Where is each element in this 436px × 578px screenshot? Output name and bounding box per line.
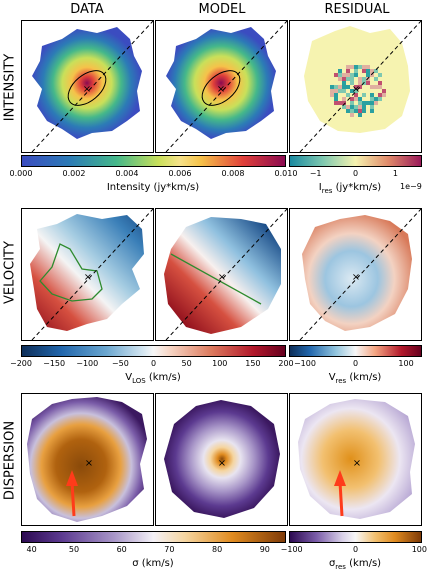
colorbar-dispersion-residual bbox=[289, 531, 422, 543]
colorbar-tick: −1 bbox=[309, 169, 322, 178]
svg-text:×: × bbox=[83, 84, 91, 95]
colorbar-tick: 80 bbox=[212, 545, 223, 554]
svg-text:×: × bbox=[218, 458, 226, 469]
colorbar-dispersion-label: σ (km/s) bbox=[132, 558, 174, 569]
panel-dispersion-model: × bbox=[155, 393, 288, 526]
colorbar-tick: 150 bbox=[245, 359, 261, 368]
colorbar-velocity-residual-label: Vres (km/s) bbox=[328, 372, 382, 385]
panel-dispersion-residual: × bbox=[289, 393, 422, 526]
panel-intensity-data: × bbox=[21, 20, 154, 153]
colorbar-tick: 200 bbox=[278, 359, 294, 368]
colorbar-velocity-label: VLOS (km/s) bbox=[125, 372, 181, 385]
colorbar-intensity-residual-exponent: 1e−9 bbox=[400, 182, 422, 191]
colorbar-tick: −200 bbox=[10, 359, 32, 368]
colorbar-tick: 0.006 bbox=[168, 169, 192, 178]
colorbar-tick: −150 bbox=[43, 359, 66, 368]
svg-text:×: × bbox=[353, 458, 361, 469]
colorbar-intensity-residual-label: Ires (jy*km/s) bbox=[318, 182, 382, 195]
colorbar-intensity-residual bbox=[289, 155, 422, 167]
row-title-velocity: VELOCITY bbox=[2, 241, 18, 304]
svg-text:×: × bbox=[218, 272, 226, 283]
svg-text:×: × bbox=[352, 272, 360, 283]
colorbar-tick: −100 bbox=[293, 359, 316, 368]
svg-text:×: × bbox=[217, 84, 225, 95]
colorbar-tick: 0.002 bbox=[62, 169, 86, 178]
column-title-residual: RESIDUAL bbox=[324, 2, 390, 17]
colorbar-tick: 0 bbox=[150, 359, 157, 368]
column-title-model: MODEL bbox=[198, 2, 246, 17]
colorbar-tick: 0 bbox=[352, 359, 359, 368]
colorbar-dispersion-residual-label: σres (km/s) bbox=[328, 558, 382, 571]
row-title-intensity: INTENSITY bbox=[2, 53, 18, 122]
colorbar-tick: −50 bbox=[111, 359, 129, 368]
colorbar-tick: 100 bbox=[398, 359, 414, 368]
colorbar-tick: 50 bbox=[68, 545, 80, 554]
colorbar-tick: 100 bbox=[212, 359, 228, 368]
colorbar-intensity-label: Intensity (jy*km/s) bbox=[106, 182, 200, 193]
colorbar-tick: −100 bbox=[280, 545, 303, 554]
panel-velocity-data: × bbox=[21, 208, 154, 341]
colorbar-dispersion bbox=[21, 531, 286, 543]
colorbar-tick: 0 bbox=[352, 545, 359, 554]
colorbar-intensity bbox=[21, 155, 286, 167]
colorbar-tick: 1 bbox=[392, 169, 398, 178]
colorbar-tick: 0 bbox=[352, 169, 359, 178]
colorbar-tick: 100 bbox=[411, 545, 427, 554]
row-title-dispersion: DISPERSION bbox=[2, 420, 18, 501]
colorbar-velocity-residual bbox=[289, 345, 422, 357]
panel-intensity-residual: × bbox=[289, 20, 422, 153]
colorbar-tick: 70 bbox=[164, 545, 175, 554]
colorbar-tick: 90 bbox=[259, 545, 270, 554]
panel-dispersion-data: × bbox=[21, 393, 154, 526]
colorbar-tick: 0.000 bbox=[9, 169, 33, 178]
colorbar-tick: 60 bbox=[116, 545, 127, 554]
colorbar-tick: 0.008 bbox=[221, 169, 245, 178]
panel-velocity-residual: × bbox=[289, 208, 422, 341]
colorbar-tick: −100 bbox=[76, 359, 99, 368]
svg-text:×: × bbox=[84, 272, 92, 283]
colorbar-tick: 0.010 bbox=[274, 169, 298, 178]
svg-text:×: × bbox=[85, 458, 93, 469]
colorbar-tick: 50 bbox=[181, 359, 192, 368]
panel-velocity-model: × bbox=[155, 208, 288, 341]
column-title-data: DATA bbox=[70, 2, 104, 17]
panel-intensity-model: × bbox=[155, 20, 288, 153]
svg-text:×: × bbox=[352, 84, 360, 95]
colorbar-velocity bbox=[21, 345, 286, 357]
colorbar-tick: 40 bbox=[26, 545, 37, 554]
colorbar-tick: 0.004 bbox=[115, 169, 139, 178]
